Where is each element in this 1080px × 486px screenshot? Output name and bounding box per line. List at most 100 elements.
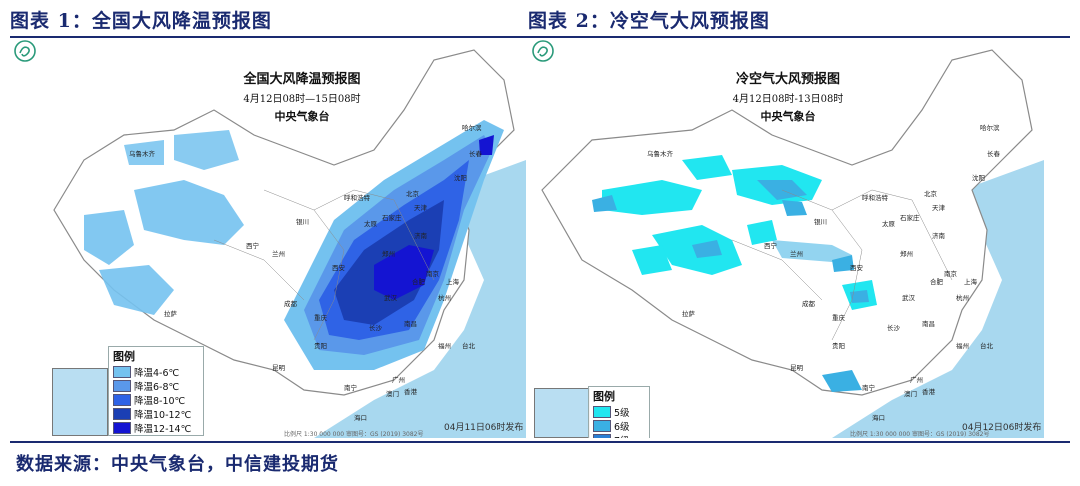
map-2-time-range: 4月12日08时-13日08时 — [732, 94, 844, 105]
city-label: 郑州 — [382, 250, 395, 258]
cold-wave-map-panel: 全国大风降温预报图 4月12日08时—15日08时 中央气象台 乌鲁木齐 哈尔滨长… — [14, 40, 526, 438]
city-label: 呼和浩特 — [862, 194, 888, 202]
city-label: 太原 — [364, 220, 377, 228]
city-label: 长春 — [469, 150, 482, 158]
legend-item: 降温12-14℃ — [109, 421, 203, 435]
city-label: 乌鲁木齐 — [129, 150, 155, 158]
legend-label: 降温10-12℃ — [134, 410, 192, 421]
map-1-time-range: 4月12日08时—15日08时 — [243, 94, 361, 105]
legend-swatch — [113, 380, 131, 392]
city-label: 太原 — [882, 220, 895, 228]
legend-swatch — [593, 420, 611, 432]
legend-swatch — [113, 394, 131, 406]
map-1-legend: 图例 降温4-6℃ 降温6-8℃ 降温8-10℃ 降温10-12℃ 降温12-14℃ — [108, 346, 204, 436]
city-label: 成都 — [802, 300, 815, 308]
data-source: 数据来源：中央气象台，中信建投期货 — [16, 454, 339, 475]
city-label: 成都 — [284, 300, 297, 308]
city-label: 济南 — [414, 232, 427, 240]
south-china-sea-inset — [534, 388, 590, 438]
legend-item: 降温4-6℃ — [109, 365, 203, 379]
city-label: 海口 — [872, 414, 885, 422]
city-label: 海口 — [354, 414, 367, 422]
city-label: 西安 — [332, 264, 345, 272]
legend-item: 降温10-12℃ — [109, 407, 203, 421]
legend-label: 7级 — [614, 433, 630, 438]
city-label: 香港 — [404, 388, 417, 396]
map-1-title: 全国大风降温预报图 — [243, 72, 361, 87]
city-label: 兰州 — [272, 250, 285, 258]
city-label: 沈阳 — [454, 174, 467, 182]
south-china-sea-inset — [52, 368, 108, 436]
city-label: 贵阳 — [314, 342, 327, 350]
figure-1-caption: 图表 1：全国大风降温预报图 — [10, 10, 272, 32]
legend-title: 图例 — [593, 390, 615, 403]
city-label: 香港 — [922, 388, 935, 396]
legend-item: 降温6-8℃ — [109, 379, 203, 393]
legend-item: 6级 — [589, 419, 649, 433]
city-label: 台北 — [462, 342, 475, 350]
city-label: 南昌 — [922, 320, 935, 328]
city-label: 哈尔滨 — [462, 124, 482, 132]
map-2-header: 冷空气大风预报图 4月12日08时-13日08时 中央气象台 — [698, 68, 878, 124]
city-label: 广州 — [392, 376, 405, 384]
city-label: 西宁 — [246, 242, 259, 250]
cold-wave-map — [14, 40, 526, 438]
city-label: 南京 — [944, 270, 957, 278]
city-label: 沈阳 — [972, 174, 985, 182]
city-label: 长沙 — [887, 324, 900, 332]
legend-label: 降温4-6℃ — [134, 368, 180, 379]
legend-item: 5级 — [589, 405, 649, 419]
city-label: 南宁 — [862, 384, 875, 392]
legend-label: 降温6-8℃ — [134, 382, 180, 393]
city-label: 合肥 — [930, 278, 943, 286]
top-divider — [10, 36, 1070, 38]
legend-label: 降温12-14℃ — [134, 424, 192, 435]
city-label: 西宁 — [764, 242, 777, 250]
city-label: 南昌 — [404, 320, 417, 328]
city-label: 贵阳 — [832, 342, 845, 350]
map-1-org: 中央气象台 — [274, 110, 330, 123]
city-label: 乌鲁木齐 — [647, 150, 673, 158]
city-label: 福州 — [438, 342, 451, 350]
figure-2-caption: 图表 2：冷空气大风预报图 — [528, 10, 770, 32]
cold-air-wind-map — [532, 40, 1044, 438]
legend-title: 图例 — [113, 350, 135, 363]
city-label: 石家庄 — [382, 214, 402, 222]
cold-air-wind-map-panel: 冷空气大风预报图 4月12日08时-13日08时 中央气象台 乌鲁木齐 哈尔滨 长春… — [532, 40, 1044, 438]
legend-item: 7级 — [589, 433, 649, 438]
city-label: 上海 — [964, 278, 977, 286]
cma-logo-icon — [532, 40, 554, 62]
city-label: 澳门 — [386, 390, 399, 398]
legend-swatch — [113, 408, 131, 420]
map-1-issued-time: 04月11日06时发布 — [444, 423, 524, 433]
city-label: 银川 — [814, 218, 827, 226]
city-label: 天津 — [414, 204, 427, 212]
city-label: 昆明 — [272, 364, 285, 372]
city-label: 广州 — [910, 376, 923, 384]
city-label: 昆明 — [790, 364, 803, 372]
city-label: 天津 — [932, 204, 945, 212]
legend-label: 5级 — [614, 408, 630, 419]
map-2-issued-time: 04月12日06时发布 — [962, 423, 1042, 433]
city-label: 济南 — [932, 232, 945, 240]
map-2-org: 中央气象台 — [760, 110, 816, 123]
city-label: 重庆 — [832, 314, 845, 322]
city-label: 银川 — [296, 218, 309, 226]
legend-swatch — [593, 434, 611, 438]
legend-swatch — [113, 366, 131, 378]
city-label: 台北 — [980, 342, 993, 350]
city-label: 郑州 — [900, 250, 913, 258]
city-label: 南宁 — [344, 384, 357, 392]
map-2-scale-note: 比例尺 1:30 000 000 审图号：GS (2019) 3082号 — [850, 431, 990, 438]
map-1-header: 全国大风降温预报图 4月12日08时—15日08时 中央气象台 — [212, 68, 392, 124]
city-label: 杭州 — [956, 294, 969, 302]
city-label: 北京 — [406, 190, 419, 198]
legend-label: 降温8-10℃ — [134, 396, 186, 407]
city-label: 杭州 — [438, 294, 451, 302]
city-label: 拉萨 — [164, 310, 177, 318]
bottom-divider — [10, 441, 1070, 443]
city-label: 福州 — [956, 342, 969, 350]
map-2-title: 冷空气大风预报图 — [735, 72, 840, 87]
city-label: 长春 — [987, 150, 1000, 158]
city-label: 武汉 — [384, 294, 397, 302]
